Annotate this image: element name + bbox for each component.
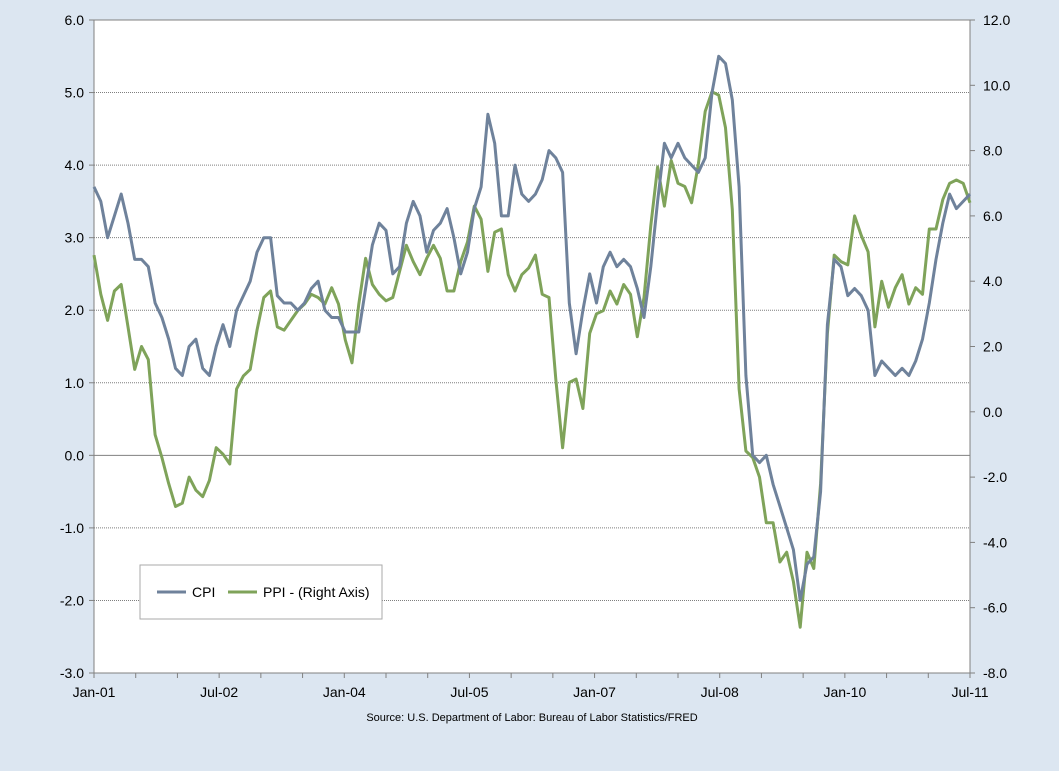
left-tick-label: 2.0 (65, 302, 85, 318)
legend-ppi-label: PPI - (Right Axis) (263, 584, 370, 600)
left-tick-label: -1.0 (60, 520, 84, 536)
x-tick-label: Jan-10 (823, 684, 866, 700)
x-tick-label: Jul-02 (200, 684, 238, 700)
right-tick-label: 10.0 (983, 77, 1010, 93)
right-tick-label: -2.0 (983, 469, 1007, 485)
x-tick-label: Jul-08 (701, 684, 739, 700)
left-tick-label: 3.0 (65, 230, 85, 246)
plot-area (94, 20, 970, 673)
x-tick-label: Jul-05 (450, 684, 488, 700)
left-tick-label: -2.0 (60, 592, 84, 608)
left-axis: 6.0 5.0 4.0 3.0 2.0 1.0 0.0 -1.0 -2.0 -3.0 (60, 12, 94, 681)
right-tick-label: -8.0 (983, 665, 1007, 681)
x-tick-label: Jul-11 (951, 684, 988, 700)
right-tick-label: -6.0 (983, 600, 1007, 616)
right-tick-label: -4.0 (983, 534, 1007, 550)
x-axis: Jan-01 Jul-02 Jan-04 Jul-05 Jan-07 Jul-08 Jan-… (73, 673, 989, 700)
right-tick-label: 6.0 (983, 208, 1003, 224)
legend: CPI PPI - (Right Axis) (139, 564, 383, 620)
left-tick-label: 1.0 (65, 375, 85, 391)
right-tick-label: 0.0 (983, 404, 1003, 420)
series-layer (92, 54, 972, 629)
right-axis: 12.0 10.0 8.0 6.0 4.0 2.0 0.0 -2.0 -4.0 -6.0 -8.0 (970, 12, 1010, 681)
right-tick-label: 8.0 (983, 143, 1003, 159)
left-tick-label: -3.0 (60, 665, 84, 681)
right-tick-label: 2.0 (983, 339, 1003, 355)
cpi-series-line (92, 54, 972, 602)
left-tick-label: 6.0 (65, 12, 85, 28)
source-note: Source: U.S. Department of Labor: Bureau… (366, 712, 697, 724)
gridlines (94, 92, 970, 601)
x-tick-label: Jan-01 (73, 684, 116, 700)
left-tick-label: 4.0 (65, 157, 85, 173)
left-tick-label: 0.0 (65, 447, 85, 463)
legend-cpi-label: CPI (192, 584, 215, 600)
x-tick-label: Jan-04 (323, 684, 366, 700)
left-tick-label: 5.0 (65, 85, 85, 101)
x-tick-label: Jan-07 (573, 684, 616, 700)
right-tick-label: 12.0 (983, 12, 1010, 28)
right-tick-label: 4.0 (983, 273, 1003, 289)
